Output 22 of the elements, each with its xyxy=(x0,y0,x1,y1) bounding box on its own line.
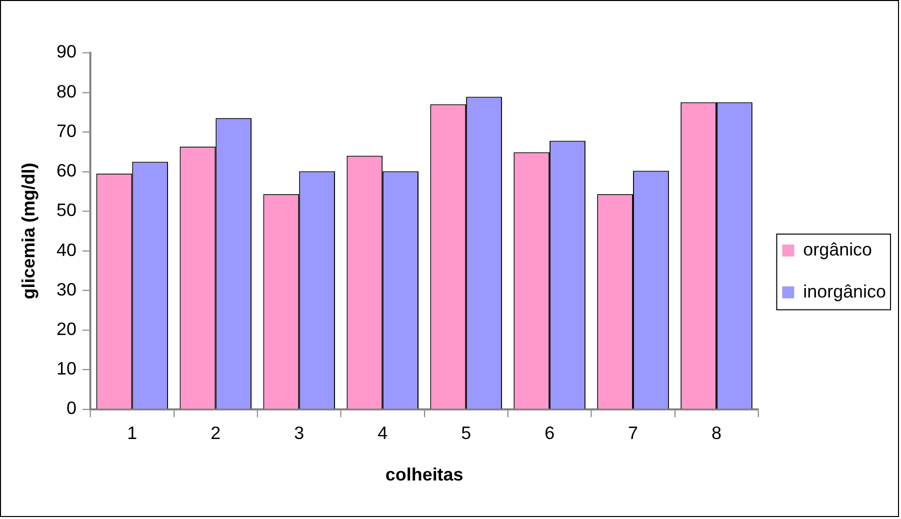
x-tick-label: 7 xyxy=(628,422,638,443)
x-tick-label: 6 xyxy=(544,422,555,443)
y-tick-label: 10 xyxy=(56,358,76,379)
y-tick-label: 0 xyxy=(66,398,76,418)
y-tick-label: 60 xyxy=(56,160,76,181)
y-tick-label: 80 xyxy=(56,81,76,102)
x-axis-title: colheitas xyxy=(385,464,464,484)
x-tick-label: 1 xyxy=(127,422,138,443)
y-tick-label: 50 xyxy=(56,200,76,220)
x-tick-label: 2 xyxy=(210,422,221,443)
y-tick-label: 20 xyxy=(56,318,76,339)
x-tick-label: 3 xyxy=(294,422,304,443)
y-tick-label: 30 xyxy=(56,279,76,300)
legend-label: orgânico xyxy=(803,239,872,260)
x-tick-label: 5 xyxy=(461,422,472,443)
legend-label: inorgânico xyxy=(803,281,886,302)
y-tick-label: 40 xyxy=(56,240,76,260)
x-tick-label: 8 xyxy=(712,422,722,443)
y-axis-title: glicemia (mg/dl) xyxy=(18,162,39,300)
y-tick-label: 90 xyxy=(56,42,76,62)
y-tick-label: 70 xyxy=(56,120,76,141)
x-tick-label: 4 xyxy=(378,422,388,443)
